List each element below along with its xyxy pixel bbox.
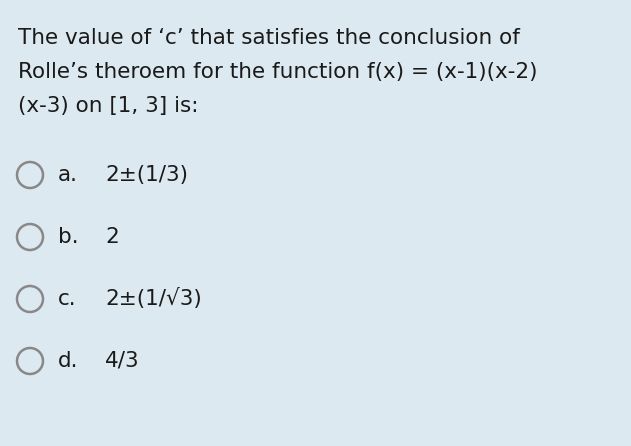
- Text: a.: a.: [58, 165, 78, 185]
- Text: 4/3: 4/3: [105, 351, 139, 371]
- Text: b.: b.: [58, 227, 79, 247]
- Text: (x-3) on [1, 3] is:: (x-3) on [1, 3] is:: [18, 96, 199, 116]
- Text: c.: c.: [58, 289, 76, 309]
- Text: 2: 2: [105, 227, 119, 247]
- Text: The value of ‘c’ that satisfies the conclusion of: The value of ‘c’ that satisfies the conc…: [18, 28, 520, 48]
- Text: 2±(1/3): 2±(1/3): [105, 165, 188, 185]
- Text: 2±(1/√3): 2±(1/√3): [105, 289, 202, 310]
- Text: Rolle’s theroem for the function f(x) = (x-1)(x-2): Rolle’s theroem for the function f(x) = …: [18, 62, 538, 82]
- Text: d.: d.: [58, 351, 78, 371]
